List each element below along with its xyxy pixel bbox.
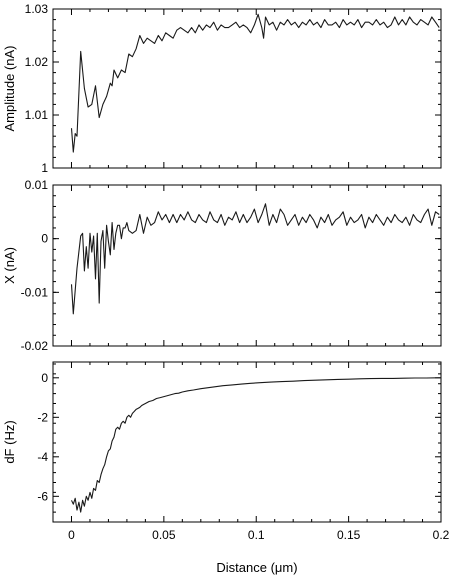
y-tick-label: -0.02 (21, 339, 49, 353)
y-tick-label: -0.01 (21, 285, 49, 299)
y-tick-label: 1.01 (25, 108, 49, 122)
y-tick-label: 1 (41, 161, 48, 175)
y-axis-title: Amplitude (nA) (2, 46, 17, 132)
x-tick-label: 0.1 (248, 528, 265, 542)
plot-frame (52, 184, 442, 347)
y-tick-label: 0.01 (25, 178, 49, 192)
x-panel: 0.01 0 -0.01 -0.02 X (nA) (2, 178, 442, 353)
x-tick-label: 0 (68, 528, 75, 542)
x-tick-label: 0.15 (337, 528, 361, 542)
y-axis-title: dF (Hz) (2, 420, 17, 463)
series-line (70, 13, 440, 153)
y-tick-label: 1.02 (25, 55, 49, 69)
y-tick-label: 0 (41, 371, 48, 385)
x-axis-title: Distance (μm) (216, 560, 297, 575)
df-panel: 0 -2 -4 -6 dF (Hz) 0 0.05 0.1 0.15 0.2 (2, 361, 450, 542)
series-line (71, 377, 441, 513)
plot-frame (52, 8, 442, 169)
y-tick-label: 1.03 (25, 2, 49, 16)
x-tick-label: 0.2 (433, 528, 450, 542)
x-tick-label: 0.05 (152, 528, 176, 542)
y-tick-label: -2 (37, 410, 48, 424)
series-line (70, 203, 440, 315)
amplitude-panel: 1 1.01 1.02 1.03 Amplitude (nA) (2, 2, 442, 175)
y-tick-label: 0 (41, 232, 48, 246)
y-axis-title: X (nA) (2, 247, 17, 284)
y-tick-label: -6 (37, 489, 48, 503)
plot-frame (52, 361, 442, 523)
y-tick-label: -4 (37, 450, 48, 464)
